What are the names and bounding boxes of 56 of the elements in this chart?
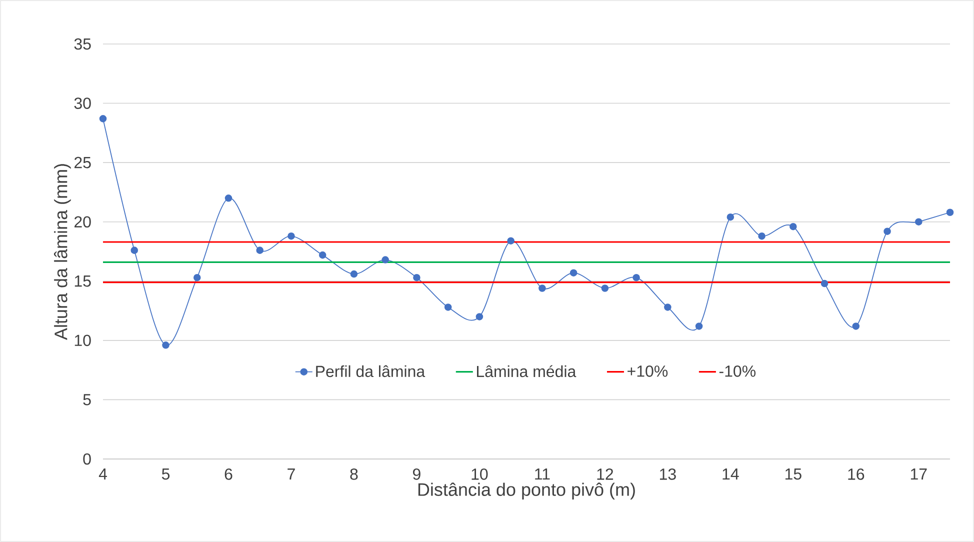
point [130,246,138,254]
point [758,232,766,240]
point [884,228,891,235]
point [601,284,609,292]
x-tick-label: 7 [288,468,295,480]
legend-label: -10% [719,366,756,377]
point [318,251,326,259]
point [224,194,232,202]
point [820,280,828,288]
y-tick-label: 5 [83,394,91,406]
x-tick-label: 13 [660,468,676,480]
point [790,222,797,230]
legend-label: Lâmina média [477,365,576,378]
x-tick-label: 17 [910,468,927,480]
y-tick-label: 0 [83,453,91,465]
y-tick-label: 30 [74,98,91,109]
x-tick-label: 15 [785,468,802,480]
x-tick-label: 16 [848,468,864,480]
point [852,322,860,330]
x-tick-label: 12 [597,468,614,480]
point [946,208,954,216]
point [915,218,922,226]
point [99,115,107,122]
x-tick-label: 14 [722,468,739,480]
x-tick-label: 11 [535,468,550,480]
x-tick-label: 4 [98,468,107,480]
y-axis-title: Altura da lâmina (mm) [54,164,71,340]
point [570,269,578,276]
point [288,232,295,240]
point [538,284,546,292]
y-tick-label: 20 [74,216,91,228]
point [632,274,640,282]
x-tick-label: 6 [224,468,232,480]
x-tick-label: 5 [162,468,170,480]
point [476,313,484,320]
x-tick-label: 9 [413,468,420,480]
point [507,237,514,244]
x-tick-label: 8 [350,468,358,480]
legend-label: +10% [628,366,668,377]
x-axis-title: Distância do ponto pivô (m) [418,482,635,500]
x-tick-label: 10 [472,468,488,480]
point [726,213,734,221]
point [444,304,452,311]
y-tick-label: 35 [74,38,91,50]
point [162,342,170,349]
point [664,304,672,311]
point [695,322,703,330]
legend-label: Perfil da lâmina [316,365,426,378]
y-tick-label: 25 [74,156,91,168]
point [413,274,420,282]
point [193,274,201,282]
point [256,246,264,254]
point [382,256,389,264]
y-tick-label: 10 [74,334,91,346]
point [350,270,358,278]
y-tick-label: 15 [74,276,91,287]
